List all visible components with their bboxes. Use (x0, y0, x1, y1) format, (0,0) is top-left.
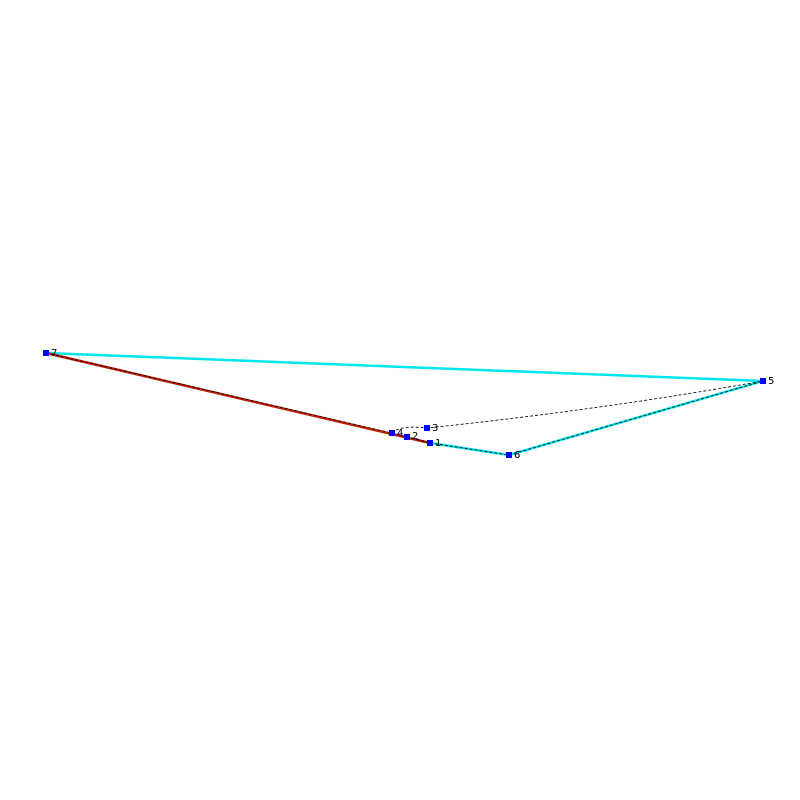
node-label: 7 (51, 348, 57, 359)
node (404, 434, 410, 440)
dashed-edge (45, 352, 393, 434)
node-label: 5 (768, 376, 774, 387)
node (427, 440, 433, 446)
node-label: 2 (412, 431, 418, 442)
edge (45, 351, 764, 383)
node-label: 3 (432, 423, 438, 434)
edges (45, 351, 764, 457)
dashed-edge (429, 442, 510, 456)
dashed-edge (508, 380, 764, 456)
node (424, 425, 430, 431)
dashed-edge (406, 436, 431, 444)
node (506, 452, 512, 458)
dashed-edge (391, 380, 764, 434)
node-label: 6 (514, 450, 520, 461)
node (389, 430, 395, 436)
node (43, 350, 49, 356)
node-label: 4 (397, 428, 403, 439)
node-label: 1 (435, 438, 441, 449)
nodes: 1 2 3 4 5 6 7 (43, 348, 774, 461)
node (760, 378, 766, 384)
